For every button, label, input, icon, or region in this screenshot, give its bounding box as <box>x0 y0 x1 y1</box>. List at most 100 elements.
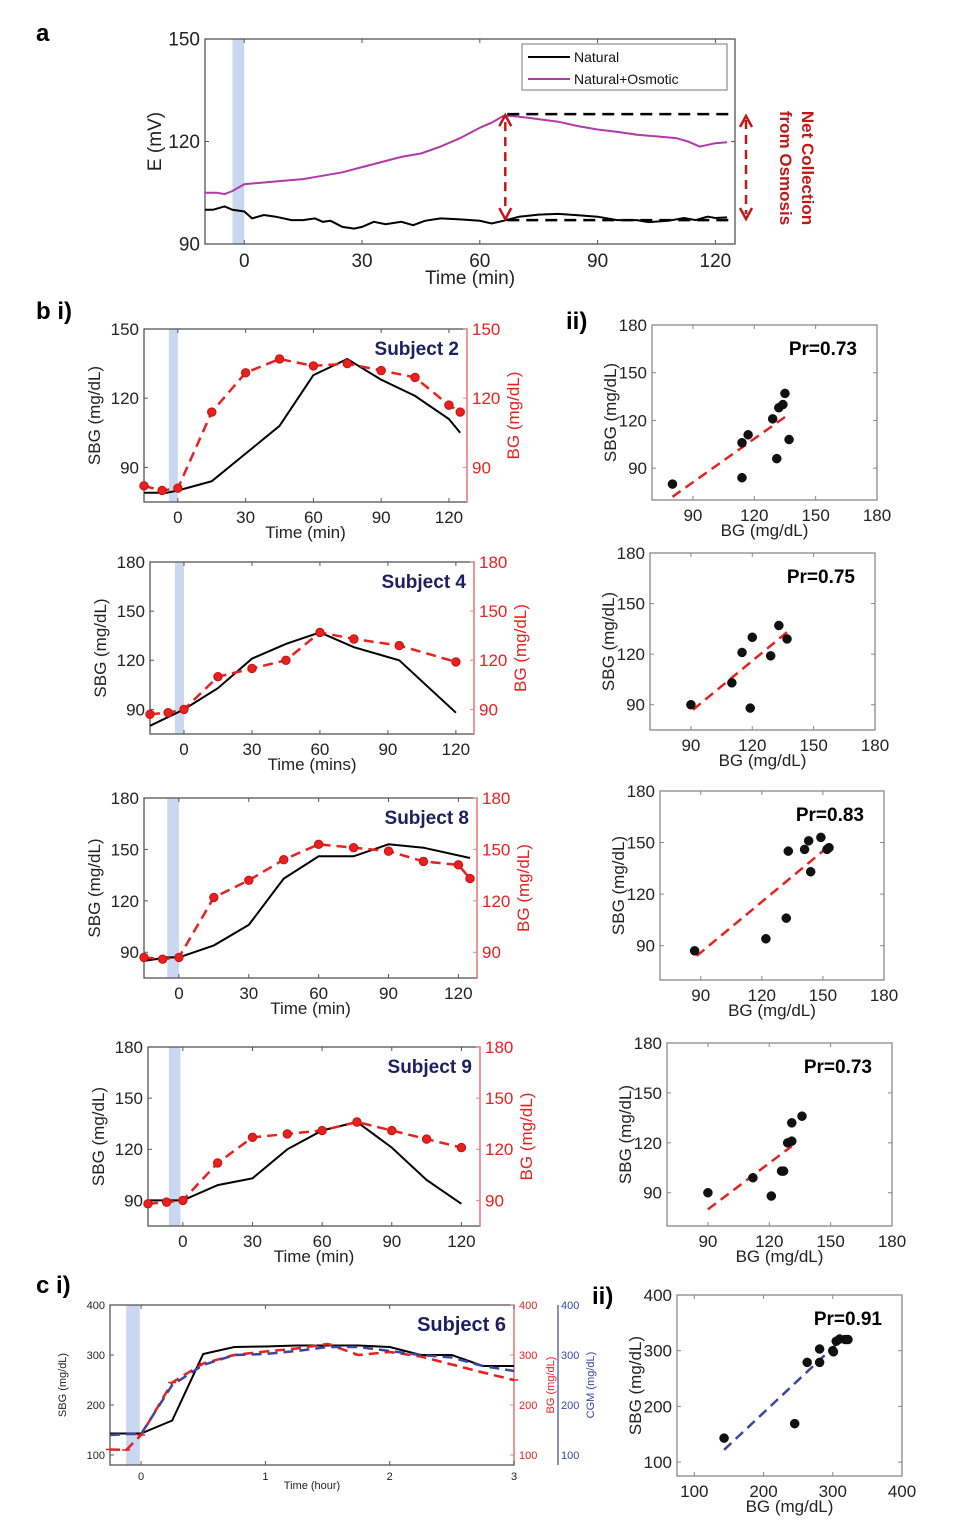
scatter-point <box>805 867 816 877</box>
y-tick-label: 120 <box>115 1140 143 1159</box>
x-tick-label: 1 <box>262 1471 268 1483</box>
x-tick-label: 0 <box>178 1232 187 1251</box>
data-point-bg <box>173 483 183 493</box>
x-tick-label: 0 <box>174 984 183 1003</box>
x-tick-label: 0 <box>179 740 188 759</box>
scatter-point <box>686 699 696 710</box>
y-tick-label: 150 <box>168 30 200 51</box>
y-tick-label: 90 <box>120 458 139 477</box>
scatter-point <box>828 1347 839 1357</box>
x-axis-label: Time (mins) <box>267 755 356 774</box>
y-tick-label: 100 <box>644 1453 672 1472</box>
data-point-bg <box>342 358 352 369</box>
data-point-bg <box>139 481 149 491</box>
y-tick-label-right: 90 <box>485 1191 504 1210</box>
x-axis-label: Time (min) <box>425 268 515 289</box>
x-tick-label: 90 <box>691 986 710 1005</box>
y-tick-label: 120 <box>111 892 139 911</box>
scatter-point <box>767 414 778 424</box>
data-point-bg <box>455 407 465 417</box>
plot-frame <box>649 552 876 731</box>
scatter-point <box>843 1334 853 1345</box>
y-tick-label-right: 120 <box>482 892 510 911</box>
scatter-point <box>782 634 792 644</box>
x-tick-label: 90 <box>378 740 397 759</box>
annotation-line1: Net Collection <box>798 111 817 225</box>
panel-label-a: a <box>36 20 50 47</box>
x-tick-label: 120 <box>442 740 470 759</box>
x-tick-label: 90 <box>698 1232 717 1251</box>
y-tick-label: 100 <box>87 1450 105 1462</box>
treatment-shade <box>174 562 184 734</box>
annotation-line2: from Osmosis <box>776 111 795 225</box>
data-point-bg <box>157 954 168 964</box>
scatter-point <box>667 479 678 489</box>
data-point-bg <box>143 1199 153 1209</box>
y-tick-label: 90 <box>626 696 645 715</box>
x-tick-label: 120 <box>444 984 472 1003</box>
x-axis-label: Time (min) <box>265 523 346 542</box>
series-line-sbg <box>110 1344 514 1435</box>
data-point-bg <box>349 634 359 644</box>
pearson-label: Pr=0.91 <box>814 1309 883 1330</box>
scatter-point <box>745 703 755 713</box>
chart-b2_corr: 90 120 150 180 90 120 150 180 BG (mg/dL) SBG (mg/… <box>601 316 891 540</box>
data-point-bg <box>451 657 461 667</box>
y-tick-label: 180 <box>627 782 655 801</box>
plot-frame <box>659 790 885 981</box>
scatter-point <box>774 620 784 631</box>
scatter-point <box>747 632 758 643</box>
x-tick-label: 180 <box>870 986 898 1005</box>
y-tick-label-right: 90 <box>472 458 491 477</box>
data-point-bg <box>174 952 184 963</box>
x-tick-label: 3 <box>511 1471 517 1483</box>
y-axis-label: SBG (mg/dL) <box>89 1087 108 1186</box>
x-tick-label: 60 <box>313 1232 332 1251</box>
scatter-point <box>814 1344 825 1354</box>
y-axis-label: SBG (mg/dL) <box>91 598 110 697</box>
y-tick-label: 90 <box>124 1191 143 1210</box>
scatter-point <box>787 1136 797 1146</box>
pearson-label: Pr=0.73 <box>804 1057 872 1078</box>
x-tick-label: 300 <box>819 1482 847 1501</box>
chart-b8_corr: 90 120 150 180 90 120 150 180 BG (mg/dL) SBG (mg/… <box>609 782 898 1020</box>
scatter-point <box>778 399 788 410</box>
x-tick-label: 60 <box>310 740 329 759</box>
data-point-bg <box>279 855 289 865</box>
data-point-bg <box>376 365 386 376</box>
x-tick-label: 150 <box>816 1232 844 1251</box>
y-tick-label: 150 <box>117 602 145 621</box>
scatter-point <box>727 678 737 688</box>
scatter-point <box>703 1187 713 1198</box>
data-point-bg <box>157 485 167 496</box>
x-tick-label: 120 <box>748 986 776 1005</box>
chart-b9_corr: 90 120 150 180 90 120 150 180 BG (mg/dL) SBG (mg/… <box>616 1034 906 1266</box>
series-line-sbg <box>149 631 457 727</box>
y-tick-label-right: 150 <box>479 602 507 621</box>
side-arrow-down-icon <box>738 207 754 222</box>
plot-frame <box>651 324 878 501</box>
y-tick-label: 400 <box>87 1300 105 1312</box>
legend: Natural Natural+Osmotic <box>521 43 728 91</box>
x-axis-label: BG (mg/dL) <box>728 1001 816 1020</box>
scatter-point <box>803 836 814 846</box>
fit-line <box>723 1336 845 1451</box>
x-tick-label: 60 <box>469 251 490 272</box>
x-tick-label: 90 <box>372 508 391 527</box>
data-point-bg <box>212 1158 223 1168</box>
x-tick-label: 90 <box>379 984 398 1003</box>
scatter-point <box>824 842 834 853</box>
x-tick-label: 30 <box>239 984 258 1003</box>
y-axis-label: SBG (mg/dL) <box>85 366 104 465</box>
y-tick-label-right: 90 <box>482 943 501 962</box>
x-tick-label: 0 <box>173 508 182 527</box>
panel-label-c-ii: ii) <box>592 1283 614 1310</box>
y-tick-label: 200 <box>644 1397 672 1416</box>
data-point-bg <box>274 354 285 364</box>
arrow-up-icon <box>498 112 513 127</box>
treatment-shade <box>126 1305 140 1465</box>
y-tick-label-right: 120 <box>472 389 500 408</box>
y-tick-label: 90 <box>643 1184 662 1203</box>
